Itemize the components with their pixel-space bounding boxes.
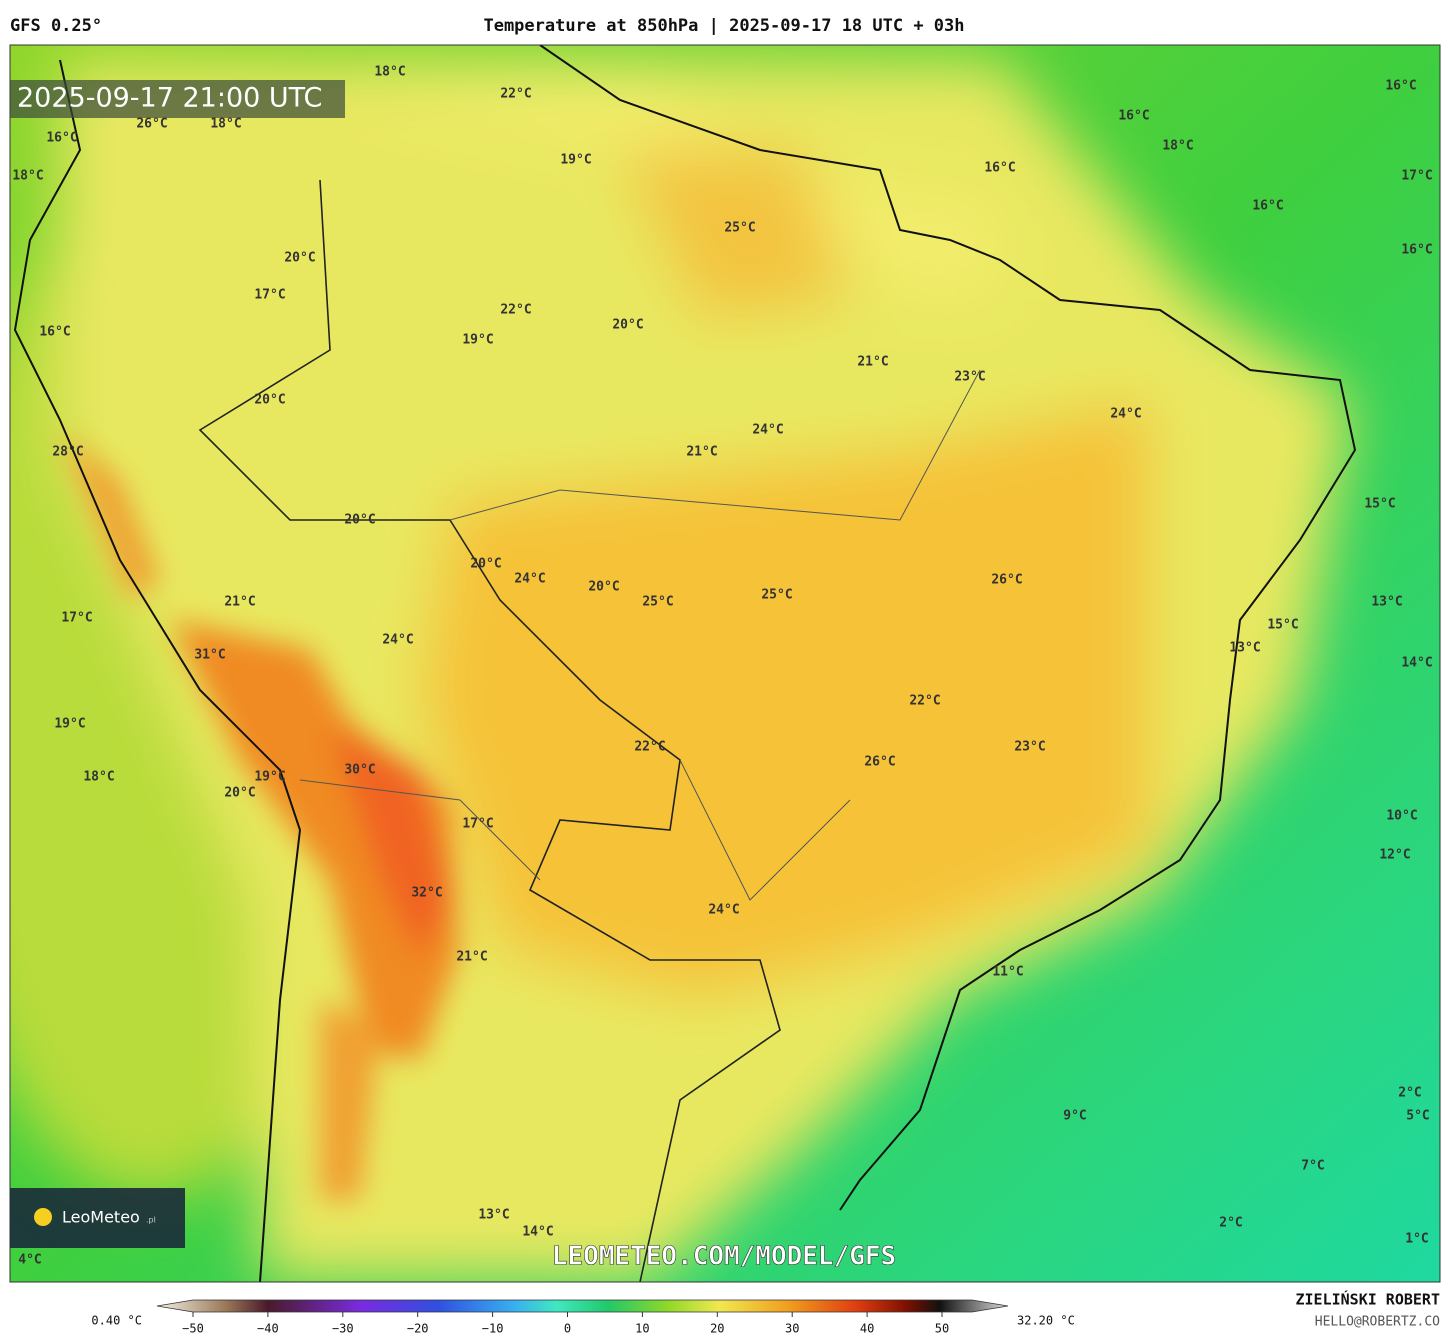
- colorbar-tick-label: 0: [564, 1322, 571, 1336]
- temperature-label: 15°C: [1364, 497, 1395, 512]
- temperature-label: 17°C: [1401, 169, 1432, 184]
- max-value: 32.20 °C: [1017, 1314, 1075, 1328]
- colorbar-ticks: −50 −40 −30 −20 −10 0 10 20 30 40 50: [182, 1312, 949, 1336]
- chart-title: Temperature at 850hPa | 2025-09-17 18 UT…: [483, 16, 964, 36]
- temperature-label: 23°C: [1014, 740, 1045, 755]
- temperature-label: 24°C: [382, 633, 413, 648]
- author-email: HELLO@ROBERTZ.CO: [1315, 1315, 1440, 1330]
- temperature-label: 20°C: [612, 318, 643, 333]
- temperature-label: 26°C: [991, 573, 1022, 588]
- temperature-label: 18°C: [210, 117, 241, 132]
- temperature-label: 22°C: [909, 694, 940, 709]
- colorbar: [156, 1299, 1009, 1313]
- temperature-label: 2°C: [1219, 1216, 1242, 1231]
- temperature-label: 16°C: [1385, 79, 1416, 94]
- colorbar-tick-label: −40: [257, 1322, 279, 1336]
- temperature-label: 24°C: [752, 423, 783, 438]
- temperature-label: 16°C: [1118, 109, 1149, 124]
- temperature-label: 20°C: [344, 513, 375, 528]
- temperature-label: 31°C: [194, 648, 225, 663]
- temperature-label: 18°C: [374, 65, 405, 80]
- temperature-label: 22°C: [500, 87, 531, 102]
- temperature-label: 28°C: [52, 445, 83, 460]
- temperature-label: 24°C: [708, 903, 739, 918]
- temperature-label: 25°C: [724, 221, 755, 236]
- temperature-label: 20°C: [224, 786, 255, 801]
- temperature-label: 18°C: [1162, 139, 1193, 154]
- author-name: ZIELIŃSKI ROBERT: [1296, 1290, 1441, 1309]
- temperature-label: 24°C: [1110, 407, 1141, 422]
- temperature-label: 16°C: [984, 161, 1015, 176]
- colorbar-tick-label: −30: [332, 1322, 354, 1336]
- temperature-label: 21°C: [686, 445, 717, 460]
- temperature-label: 13°C: [1371, 595, 1402, 610]
- temperature-label: 20°C: [470, 557, 501, 572]
- temperature-field: [10, 45, 1440, 1282]
- temperature-label: 25°C: [761, 588, 792, 603]
- colorbar-tick-label: 50: [935, 1322, 949, 1336]
- temperature-label: 15°C: [1267, 618, 1298, 633]
- temperature-label: 4°C: [18, 1253, 41, 1268]
- temperature-label: 16°C: [46, 131, 77, 146]
- logo-text: LeoMeteo: [62, 1208, 140, 1227]
- temperature-label: 18°C: [12, 169, 43, 184]
- temperature-label: 32°C: [411, 886, 442, 901]
- temperature-label: 22°C: [634, 740, 665, 755]
- colorbar-tick-label: 40: [860, 1322, 874, 1336]
- watermark: LEOMETEO.COM/MODEL/GFS: [552, 1242, 896, 1272]
- temperature-label: 19°C: [462, 333, 493, 348]
- logo-sun: [34, 1208, 52, 1226]
- temperature-label: 21°C: [857, 355, 888, 370]
- colorbar-tick-label: 10: [635, 1322, 649, 1336]
- temperature-label: 19°C: [54, 717, 85, 732]
- temperature-label: 21°C: [224, 595, 255, 610]
- temperature-label: 18°C: [83, 770, 114, 785]
- temperature-label: 17°C: [254, 288, 285, 303]
- model-name: GFS 0.25°: [10, 16, 102, 36]
- temperature-label: 23°C: [954, 370, 985, 385]
- temperature-label: 16°C: [1401, 243, 1432, 258]
- temperature-label: 17°C: [462, 817, 493, 832]
- temperature-label: 17°C: [61, 611, 92, 626]
- colorbar-tick-label: −20: [407, 1322, 429, 1336]
- temperature-label: 5°C: [1406, 1109, 1429, 1124]
- colorbar-tick-label: −10: [482, 1322, 504, 1336]
- temperature-label: 26°C: [864, 755, 895, 770]
- temperature-label: 22°C: [500, 303, 531, 318]
- temperature-label: 19°C: [254, 770, 285, 785]
- temperature-label: 11°C: [992, 965, 1023, 980]
- colorbar-tick-label: −50: [182, 1322, 204, 1336]
- colorbar-tick-label: 30: [785, 1322, 799, 1336]
- colorbar-tick-label: 20: [710, 1322, 724, 1336]
- temperature-label: 30°C: [344, 763, 375, 778]
- temperature-label: 9°C: [1063, 1109, 1086, 1124]
- temperature-label: 14°C: [522, 1225, 553, 1240]
- temperature-label: 12°C: [1379, 848, 1410, 863]
- min-value: 0.40 °C: [91, 1314, 142, 1328]
- temperature-label: 1°C: [1405, 1232, 1428, 1247]
- temperature-label: 16°C: [1252, 199, 1283, 214]
- temperature-label: 13°C: [1229, 641, 1260, 656]
- temperature-label: 20°C: [254, 393, 285, 408]
- temperature-label: 2°C: [1398, 1086, 1421, 1101]
- temperature-label: 19°C: [560, 153, 591, 168]
- temperature-label: 14°C: [1401, 656, 1432, 671]
- temperature-label: 25°C: [642, 595, 673, 610]
- timestamp-box: [10, 80, 345, 118]
- temperature-label: 21°C: [456, 950, 487, 965]
- temperature-label: 13°C: [478, 1208, 509, 1223]
- temperature-label: 16°C: [39, 325, 70, 340]
- temperature-label: 20°C: [284, 251, 315, 266]
- temperature-label: 7°C: [1301, 1159, 1324, 1174]
- temperature-label: 10°C: [1386, 809, 1417, 824]
- temperature-labels: 18°C 22°C 26°C 18°C 16°C 18°C 19°C 16°C 18°C 16°C…: [12, 65, 1432, 1268]
- temperature-label: 20°C: [588, 580, 619, 595]
- logo-suffix: .pl: [146, 1216, 156, 1225]
- temperature-label: 26°C: [136, 117, 167, 132]
- timestamp: 2025-09-17 21:00 UTC: [17, 83, 322, 114]
- temperature-label: 24°C: [514, 572, 545, 587]
